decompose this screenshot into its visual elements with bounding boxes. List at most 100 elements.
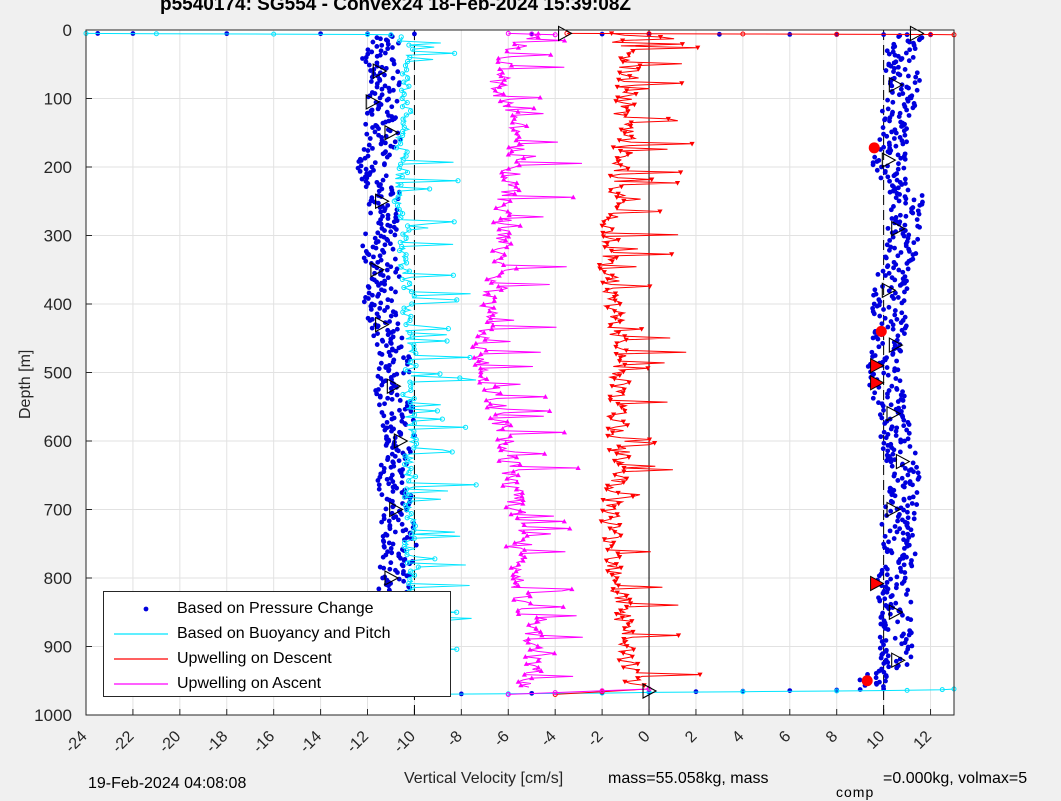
- pressure-data-point: [900, 269, 906, 275]
- descent-data-point: [611, 309, 618, 314]
- pressure-data-point: [893, 428, 899, 434]
- buoyancy-data-point: [444, 338, 450, 344]
- buoyancy-data-point: [398, 264, 404, 270]
- ascent-data-point: [509, 148, 515, 153]
- pressure-data-point: [897, 192, 902, 197]
- pressure-data-point: [366, 142, 372, 148]
- pressure-data-point: [870, 395, 876, 401]
- pressure-data-point: [910, 105, 916, 111]
- x-tick-label: 8: [823, 728, 841, 746]
- ascent-data-point: [506, 166, 512, 171]
- pressure-data-point: [880, 125, 886, 130]
- descent-data-point: [630, 629, 636, 635]
- pressure-data-point: [361, 299, 367, 305]
- pressure-data-point: [896, 114, 902, 119]
- pressure-data-point: [396, 82, 402, 88]
- pressure-data-point: [885, 442, 891, 448]
- pressure-data-point: [388, 264, 394, 270]
- ascent-data-point: [500, 426, 506, 431]
- descent-data-point: [616, 658, 622, 663]
- pressure-data-point: [881, 661, 887, 666]
- pressure-data-point: [901, 423, 907, 429]
- pressure-data-point: [377, 253, 383, 259]
- ascent-data-point: [511, 116, 517, 121]
- pressure-data-point: [383, 65, 389, 71]
- pressure-data-point: [892, 493, 898, 499]
- pressure-data-point: [907, 47, 913, 53]
- pressure-data-point: [893, 585, 899, 591]
- descent-data-point: [624, 423, 631, 428]
- buoyancy-data-point: [427, 186, 433, 192]
- buoyancy-data-point: [462, 424, 469, 430]
- pressure-data-point: [886, 539, 891, 545]
- pressure-data-point: [385, 297, 391, 303]
- ascent-data-point: [510, 468, 516, 474]
- pressure-data-point: [895, 64, 901, 70]
- surface-segment-point: [505, 30, 511, 36]
- pressure-data-point: [885, 97, 890, 103]
- descent-data-point: [605, 433, 611, 439]
- pressure-data-point: [360, 243, 366, 249]
- pressure-data-point: [904, 107, 910, 113]
- pressure-data-point: [884, 242, 890, 248]
- pressure-data-point: [898, 348, 904, 354]
- buoyancy-data-point: [404, 75, 411, 81]
- surface-segment-point: [271, 31, 277, 37]
- pressure-data-point: [384, 154, 390, 160]
- ascent-data-point: [490, 322, 496, 328]
- pressure-data-point: [407, 449, 413, 455]
- ascent-data-point: [475, 358, 481, 364]
- descent-data-point: [609, 430, 616, 435]
- pressure-data-point: [904, 592, 909, 597]
- descent-data-point: [633, 91, 639, 97]
- descent-data-point: [597, 266, 603, 272]
- pressure-data-point: [878, 615, 884, 620]
- buoyancy-data-point: [404, 560, 411, 566]
- buoyancy-data-point: [403, 235, 409, 241]
- descent-data-point: [615, 202, 622, 208]
- pressure-data-point: [899, 475, 905, 481]
- open-triangle-marker: [389, 501, 404, 518]
- pressure-data-point: [894, 387, 900, 392]
- pressure-data-point: [361, 147, 367, 152]
- ascent-data-point: [520, 536, 526, 542]
- pressure-data-point: [389, 428, 394, 434]
- pressure-data-point: [910, 482, 915, 488]
- pressure-data-point: [895, 518, 900, 524]
- buoyancy-data-point: [399, 173, 405, 180]
- pressure-data-point: [383, 506, 389, 512]
- pressure-data-point: [901, 128, 907, 134]
- descent-data-point: [611, 540, 617, 546]
- buoyancy-data-point: [397, 247, 403, 254]
- chart-title: p5540174: SG554 - Convex24 18-Feb-2024 1…: [160, 0, 632, 15]
- ascent-data-point: [500, 262, 507, 267]
- ascent-data-point: [477, 372, 484, 378]
- open-triangle-marker: [642, 683, 658, 699]
- pressure-data-point: [898, 439, 904, 445]
- buoyancy-data-point: [401, 79, 407, 85]
- pressure-data-point: [881, 307, 886, 312]
- buoyancy-data-point: [404, 100, 410, 106]
- legend-entry-ascent: Upwelling on Ascent: [104, 674, 450, 694]
- pressure-data-point: [895, 53, 901, 59]
- pressure-data-point: [887, 118, 892, 124]
- pressure-data-point: [375, 259, 381, 265]
- ascent-data-point: [501, 77, 507, 82]
- ascent-data-point: [542, 394, 549, 399]
- ascent-data-point: [495, 55, 501, 61]
- pressure-data-point: [895, 514, 901, 520]
- buoyancy-data-point: [415, 564, 421, 570]
- ascent-data-point: [510, 126, 517, 132]
- pressure-data-point: [906, 113, 912, 118]
- descent-data-point: [600, 230, 606, 236]
- pressure-data-point: [917, 202, 923, 208]
- x-tick-label: 12: [911, 728, 936, 753]
- ascent-data-point: [497, 216, 504, 221]
- buoyancy-data-point: [408, 387, 414, 393]
- descent-data-point: [623, 594, 629, 599]
- buoyancy-data-point: [396, 38, 403, 44]
- pressure-data-point: [890, 45, 896, 50]
- pressure-data-point: [375, 200, 381, 206]
- pressure-data-point: [377, 394, 383, 400]
- descent-data-point: [620, 38, 626, 44]
